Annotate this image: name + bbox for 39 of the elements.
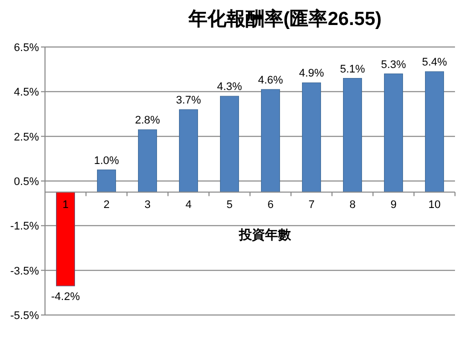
chart-title: 年化報酬率(匯率26.55) bbox=[187, 8, 382, 30]
data-label: -4.2% bbox=[51, 290, 80, 303]
y-tick-label: 6.5% bbox=[14, 42, 40, 54]
x-tick-label: 10 bbox=[428, 199, 441, 212]
x-tick-label: 1 bbox=[62, 199, 69, 212]
bar bbox=[97, 170, 116, 192]
x-tick-label: 3 bbox=[144, 199, 151, 212]
y-tick-label: 2.5% bbox=[14, 131, 40, 144]
bar bbox=[138, 129, 157, 192]
data-label: 4.9% bbox=[298, 68, 324, 80]
y-tick-label: -1.5% bbox=[10, 220, 40, 233]
data-label: 5.3% bbox=[380, 58, 406, 71]
x-tick-label: 6 bbox=[267, 199, 274, 212]
bar bbox=[220, 96, 239, 192]
x-tick-label: 9 bbox=[390, 199, 397, 212]
bar bbox=[425, 71, 444, 192]
bar bbox=[343, 78, 362, 192]
data-label: 3.7% bbox=[176, 94, 202, 107]
x-tick-label: 4 bbox=[185, 199, 192, 212]
y-tick-label: 0.5% bbox=[14, 176, 40, 188]
x-tick-label: 5 bbox=[226, 199, 233, 212]
data-label: 1.0% bbox=[94, 154, 120, 167]
y-tick-label: 4.5% bbox=[14, 86, 40, 99]
bar bbox=[384, 74, 403, 192]
data-label: 5.4% bbox=[422, 56, 448, 69]
data-label: 5.1% bbox=[340, 63, 366, 76]
bar bbox=[179, 109, 198, 192]
x-tick-label: 8 bbox=[349, 199, 356, 212]
data-label: 4.6% bbox=[258, 74, 284, 86]
bar bbox=[56, 192, 75, 286]
data-label: 4.3% bbox=[216, 81, 242, 94]
y-tick-label: -5.5% bbox=[10, 310, 40, 322]
x-axis-title: 投資年數 bbox=[238, 227, 292, 242]
data-label: 2.8% bbox=[134, 114, 160, 127]
bar bbox=[302, 82, 321, 192]
x-tick-label: 7 bbox=[308, 199, 315, 212]
y-tick-label: -3.5% bbox=[10, 265, 40, 278]
x-tick-label: 2 bbox=[103, 199, 110, 212]
bar bbox=[261, 89, 280, 192]
